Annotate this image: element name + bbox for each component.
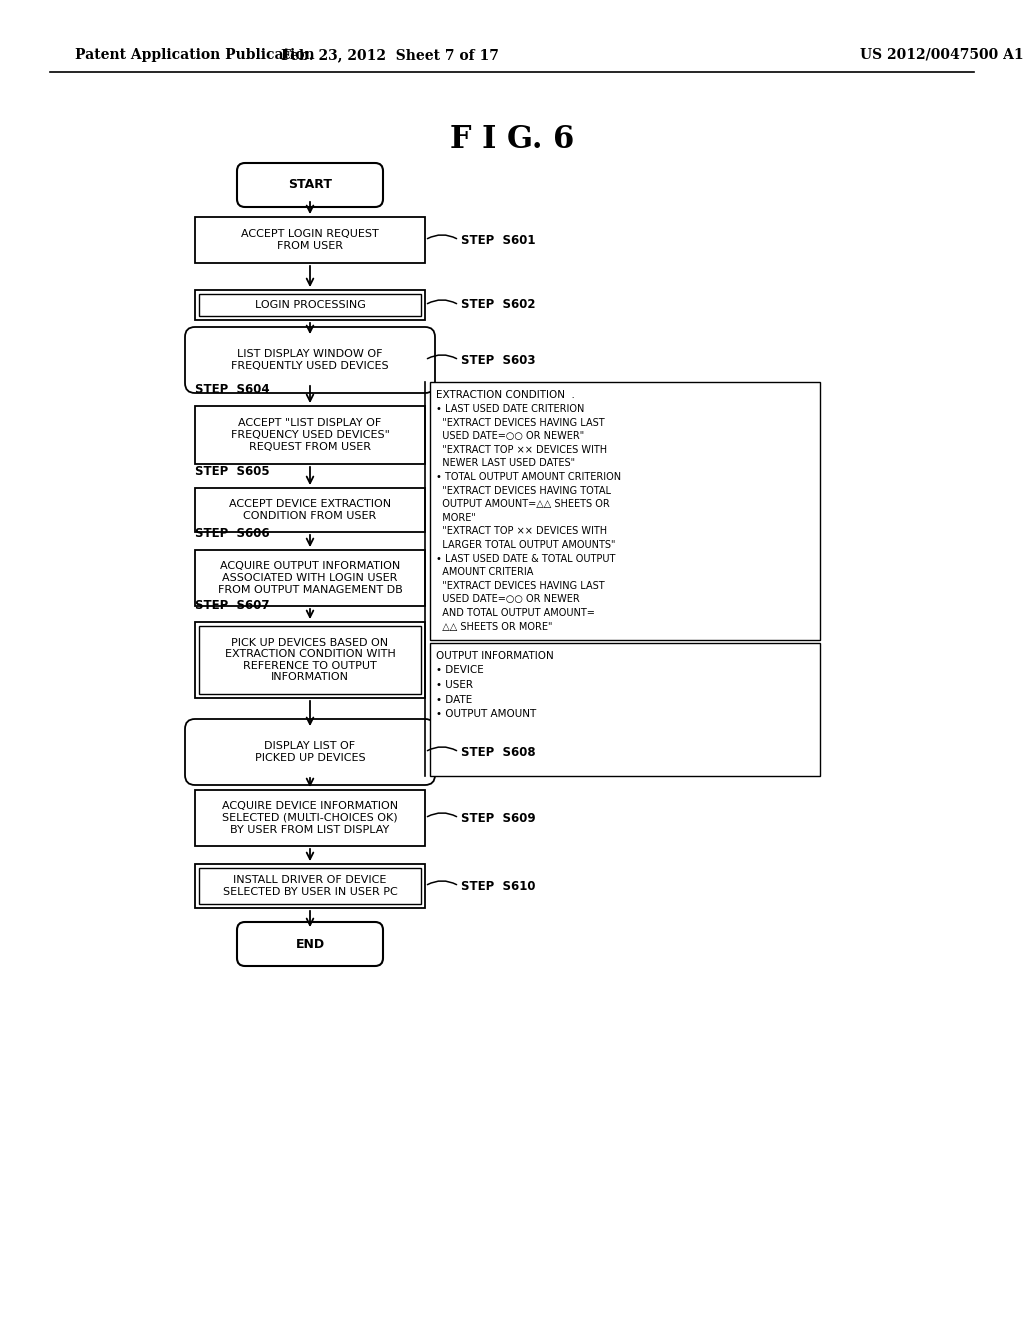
Bar bbox=[430, 381, 820, 640]
Text: ACCEPT "LIST DISPLAY OF
FREQUENCY USED DEVICES"
REQUEST FROM USER: ACCEPT "LIST DISPLAY OF FREQUENCY USED D… bbox=[230, 418, 389, 451]
Text: F I G. 6: F I G. 6 bbox=[450, 124, 574, 156]
Text: ACQUIRE OUTPUT INFORMATION
ASSOCIATED WITH LOGIN USER
FROM OUTPUT MANAGEMENT DB: ACQUIRE OUTPUT INFORMATION ASSOCIATED WI… bbox=[218, 561, 402, 594]
Text: US 2012/0047500 A1: US 2012/0047500 A1 bbox=[860, 48, 1024, 62]
Text: STEP  S605: STEP S605 bbox=[195, 465, 269, 478]
Text: INSTALL DRIVER OF DEVICE
SELECTED BY USER IN USER PC: INSTALL DRIVER OF DEVICE SELECTED BY USE… bbox=[222, 875, 397, 896]
Text: Feb. 23, 2012  Sheet 7 of 17: Feb. 23, 2012 Sheet 7 of 17 bbox=[281, 48, 499, 62]
FancyBboxPatch shape bbox=[237, 162, 383, 207]
Bar bbox=[195, 216, 425, 263]
FancyBboxPatch shape bbox=[185, 327, 435, 393]
Text: STEP  S609: STEP S609 bbox=[461, 812, 536, 825]
Text: • DEVICE
• USER
• DATE
• OUTPUT AMOUNT: • DEVICE • USER • DATE • OUTPUT AMOUNT bbox=[436, 665, 537, 719]
Text: END: END bbox=[296, 937, 325, 950]
Text: STEP  S607: STEP S607 bbox=[195, 599, 269, 612]
Text: STEP  S601: STEP S601 bbox=[461, 234, 536, 247]
Bar bbox=[195, 407, 425, 465]
Bar bbox=[195, 550, 425, 606]
Text: OUTPUT INFORMATION: OUTPUT INFORMATION bbox=[436, 651, 554, 661]
Text: START: START bbox=[288, 178, 332, 191]
FancyBboxPatch shape bbox=[237, 921, 383, 966]
Bar bbox=[430, 643, 820, 776]
Text: LIST DISPLAY WINDOW OF
FREQUENTLY USED DEVICES: LIST DISPLAY WINDOW OF FREQUENTLY USED D… bbox=[231, 350, 389, 371]
Bar bbox=[199, 869, 421, 904]
Text: STEP  S610: STEP S610 bbox=[461, 879, 536, 892]
Text: STEP  S604: STEP S604 bbox=[195, 383, 269, 396]
Bar bbox=[195, 622, 425, 698]
Text: • LAST USED DATE CRITERION
  "EXTRACT DEVICES HAVING LAST
  USED DATE=○○ OR NEWE: • LAST USED DATE CRITERION "EXTRACT DEVI… bbox=[436, 404, 622, 631]
Bar bbox=[199, 294, 421, 315]
Text: PICK UP DEVICES BASED ON
EXTRACTION CONDITION WITH
REFERENCE TO OUTPUT
INFORMATI: PICK UP DEVICES BASED ON EXTRACTION COND… bbox=[224, 638, 395, 682]
Bar bbox=[195, 865, 425, 908]
Text: STEP  S606: STEP S606 bbox=[195, 527, 269, 540]
Text: STEP  S603: STEP S603 bbox=[461, 354, 536, 367]
Text: ACCEPT LOGIN REQUEST
FROM USER: ACCEPT LOGIN REQUEST FROM USER bbox=[241, 230, 379, 251]
Text: Patent Application Publication: Patent Application Publication bbox=[75, 48, 314, 62]
Bar bbox=[195, 290, 425, 319]
FancyBboxPatch shape bbox=[185, 719, 435, 785]
Text: STEP  S608: STEP S608 bbox=[461, 746, 536, 759]
Text: EXTRACTION CONDITION  .: EXTRACTION CONDITION . bbox=[436, 389, 574, 400]
Text: DISPLAY LIST OF
PICKED UP DEVICES: DISPLAY LIST OF PICKED UP DEVICES bbox=[255, 742, 366, 763]
Bar bbox=[199, 626, 421, 694]
Bar bbox=[195, 488, 425, 532]
Bar bbox=[195, 789, 425, 846]
Text: STEP  S602: STEP S602 bbox=[461, 298, 536, 312]
Text: LOGIN PROCESSING: LOGIN PROCESSING bbox=[255, 300, 366, 310]
Text: ACQUIRE DEVICE INFORMATION
SELECTED (MULTI-CHOICES OK)
BY USER FROM LIST DISPLAY: ACQUIRE DEVICE INFORMATION SELECTED (MUL… bbox=[222, 801, 398, 834]
Text: ACCEPT DEVICE EXTRACTION
CONDITION FROM USER: ACCEPT DEVICE EXTRACTION CONDITION FROM … bbox=[229, 499, 391, 521]
